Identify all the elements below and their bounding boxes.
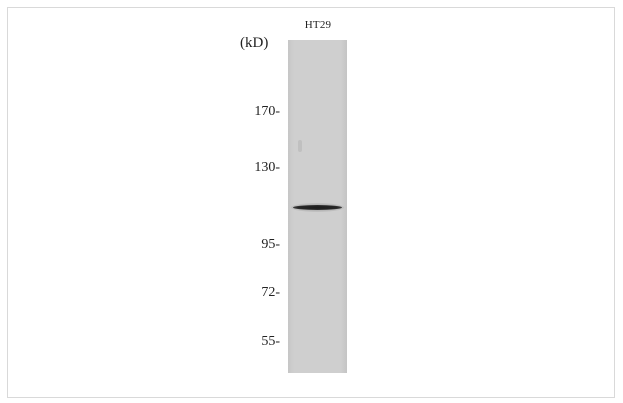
marker-55: 55- [261, 334, 280, 349]
unit-label: (kD) [240, 35, 269, 51]
marker-ladder: 170- 130- 95- 72- 55- [200, 0, 280, 403]
marker-95: 95- [261, 237, 280, 252]
blot-lane [288, 40, 347, 373]
marker-72: 72- [261, 285, 280, 300]
lane-label: HT29 [304, 19, 332, 31]
protein-band [293, 205, 342, 210]
lane-artifact [298, 140, 302, 152]
marker-170: 170- [254, 104, 280, 119]
marker-130: 130- [254, 160, 280, 175]
